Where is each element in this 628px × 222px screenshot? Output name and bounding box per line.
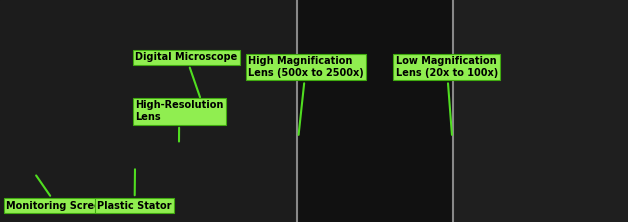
Text: High-Resolution
Lens: High-Resolution Lens	[135, 101, 224, 141]
Bar	[0, 0, 297, 222]
Text: Monitoring Screen: Monitoring Screen	[6, 175, 108, 211]
Text: Low Magnification
Lens (20x to 100x): Low Magnification Lens (20x to 100x)	[396, 56, 498, 135]
Bar	[297, 0, 453, 222]
Text: Digital Microscope: Digital Microscope	[135, 52, 237, 97]
Text: High Magnification
Lens (500x to 2500x): High Magnification Lens (500x to 2500x)	[248, 56, 364, 135]
Bar	[453, 0, 628, 222]
Text: Plastic Stator: Plastic Stator	[97, 169, 172, 211]
